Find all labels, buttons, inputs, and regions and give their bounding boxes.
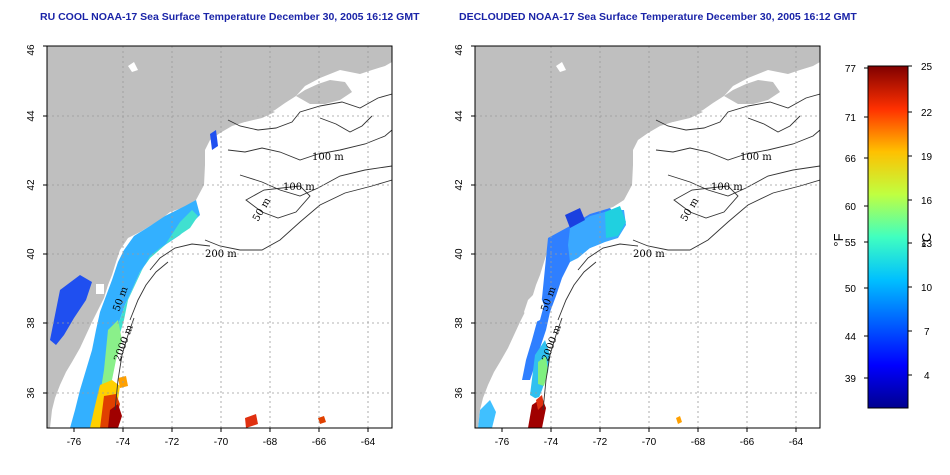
y-tick-label: 46 (26, 44, 37, 56)
y-tick-label: 36 (26, 387, 37, 399)
contour-100m (227, 129, 392, 161)
y-tick-label: 46 (454, 44, 465, 56)
celsius-tick: 22 (921, 108, 933, 119)
right-x-tick-labels: -76 -74 -72 -70 -68 -66 -64 (495, 437, 804, 448)
fahrenheit-axis-label: °F (831, 233, 846, 246)
colorbar-gradient (867, 65, 909, 409)
x-tick-label: -76 (495, 437, 510, 448)
x-tick-label: -64 (361, 437, 376, 448)
contour-label: 100 m (312, 152, 344, 163)
fahrenheit-tick: 44 (845, 332, 857, 343)
sst-coastal-band (70, 200, 200, 428)
fahrenheit-tick: 77 (845, 64, 857, 75)
x-tick-label: -72 (165, 437, 180, 448)
contour-label: 100 m (711, 182, 743, 193)
y-tick-label: 38 (26, 317, 37, 329)
contour-200m (204, 179, 392, 251)
contour-label: 200 m (633, 249, 665, 260)
x-tick-label: -74 (544, 437, 559, 448)
y-tick-label: 44 (26, 110, 37, 122)
fahrenheit-tick: 60 (845, 202, 857, 213)
celsius-tick: 13 (921, 239, 933, 250)
x-tick-label: -68 (691, 437, 706, 448)
y-tick-label: 40 (26, 248, 37, 260)
y-tick-label: 38 (454, 317, 465, 329)
fahrenheit-tick: 39 (845, 374, 857, 385)
contour-label: 100 m (283, 182, 315, 193)
x-tick-label: -66 (740, 437, 755, 448)
y-tick-label: 36 (454, 387, 465, 399)
right-y-tick-labels: 36 38 40 42 44 46 (454, 44, 465, 399)
fahrenheit-tick: 66 (845, 154, 857, 165)
celsius-axis-label: °C (919, 233, 934, 248)
celsius-tick: 4 (924, 371, 930, 382)
y-tick-label: 42 (26, 179, 37, 191)
left-map-title: RU COOL NOAA-17 Sea Surface Temperature … (40, 11, 420, 23)
x-tick-label: -64 (789, 437, 804, 448)
y-tick-label: 40 (454, 248, 465, 260)
celsius-tick: 16 (921, 196, 933, 207)
land (475, 46, 820, 428)
left-x-tick-labels: -76 -74 -72 -70 -68 -66 -64 (67, 437, 376, 448)
fahrenheit-tick: 55 (845, 238, 857, 249)
left-gridlines (47, 46, 392, 428)
x-tick-label: -70 (214, 437, 229, 448)
right-map-title: DECLOUDED NOAA-17 Sea Surface Temperatur… (459, 11, 857, 23)
celsius-tick-labels: 25 22 19 16 13 10 7 4 (921, 62, 933, 382)
celsius-tick: 7 (924, 327, 930, 338)
contour-100m (655, 129, 820, 161)
land (47, 46, 392, 428)
right-sst-map: -76 -74 -72 -70 -68 -66 -64 36 38 40 42 … (454, 44, 821, 448)
fahrenheit-tick-labels: 77 71 66 60 55 50 44 39 (845, 64, 857, 385)
fahrenheit-tick: 50 (845, 284, 857, 295)
celsius-tick: 19 (921, 152, 933, 163)
contour-label: 200 m (205, 249, 237, 260)
contour-label: 100 m (740, 152, 772, 163)
fahrenheit-tick: 71 (845, 113, 857, 124)
y-tick-label: 44 (454, 110, 465, 122)
x-tick-label: -66 (312, 437, 327, 448)
x-tick-label: -70 (642, 437, 657, 448)
x-tick-label: -72 (593, 437, 608, 448)
x-tick-label: -76 (67, 437, 82, 448)
right-gridlines (475, 46, 820, 428)
temperature-colorbar: 77 71 66 60 55 50 44 39 25 22 19 16 13 1… (831, 62, 934, 409)
left-sst-map: -76 -74 -72 -70 -68 -66 -64 36 38 40 42 … (26, 44, 393, 448)
celsius-tick: 25 (921, 62, 933, 73)
left-y-tick-labels: 36 38 40 42 44 46 (26, 44, 37, 399)
x-tick-label: -68 (263, 437, 278, 448)
y-tick-label: 42 (454, 179, 465, 191)
contour-200m (632, 179, 820, 251)
celsius-tick: 10 (921, 283, 933, 294)
x-tick-label: -74 (116, 437, 131, 448)
